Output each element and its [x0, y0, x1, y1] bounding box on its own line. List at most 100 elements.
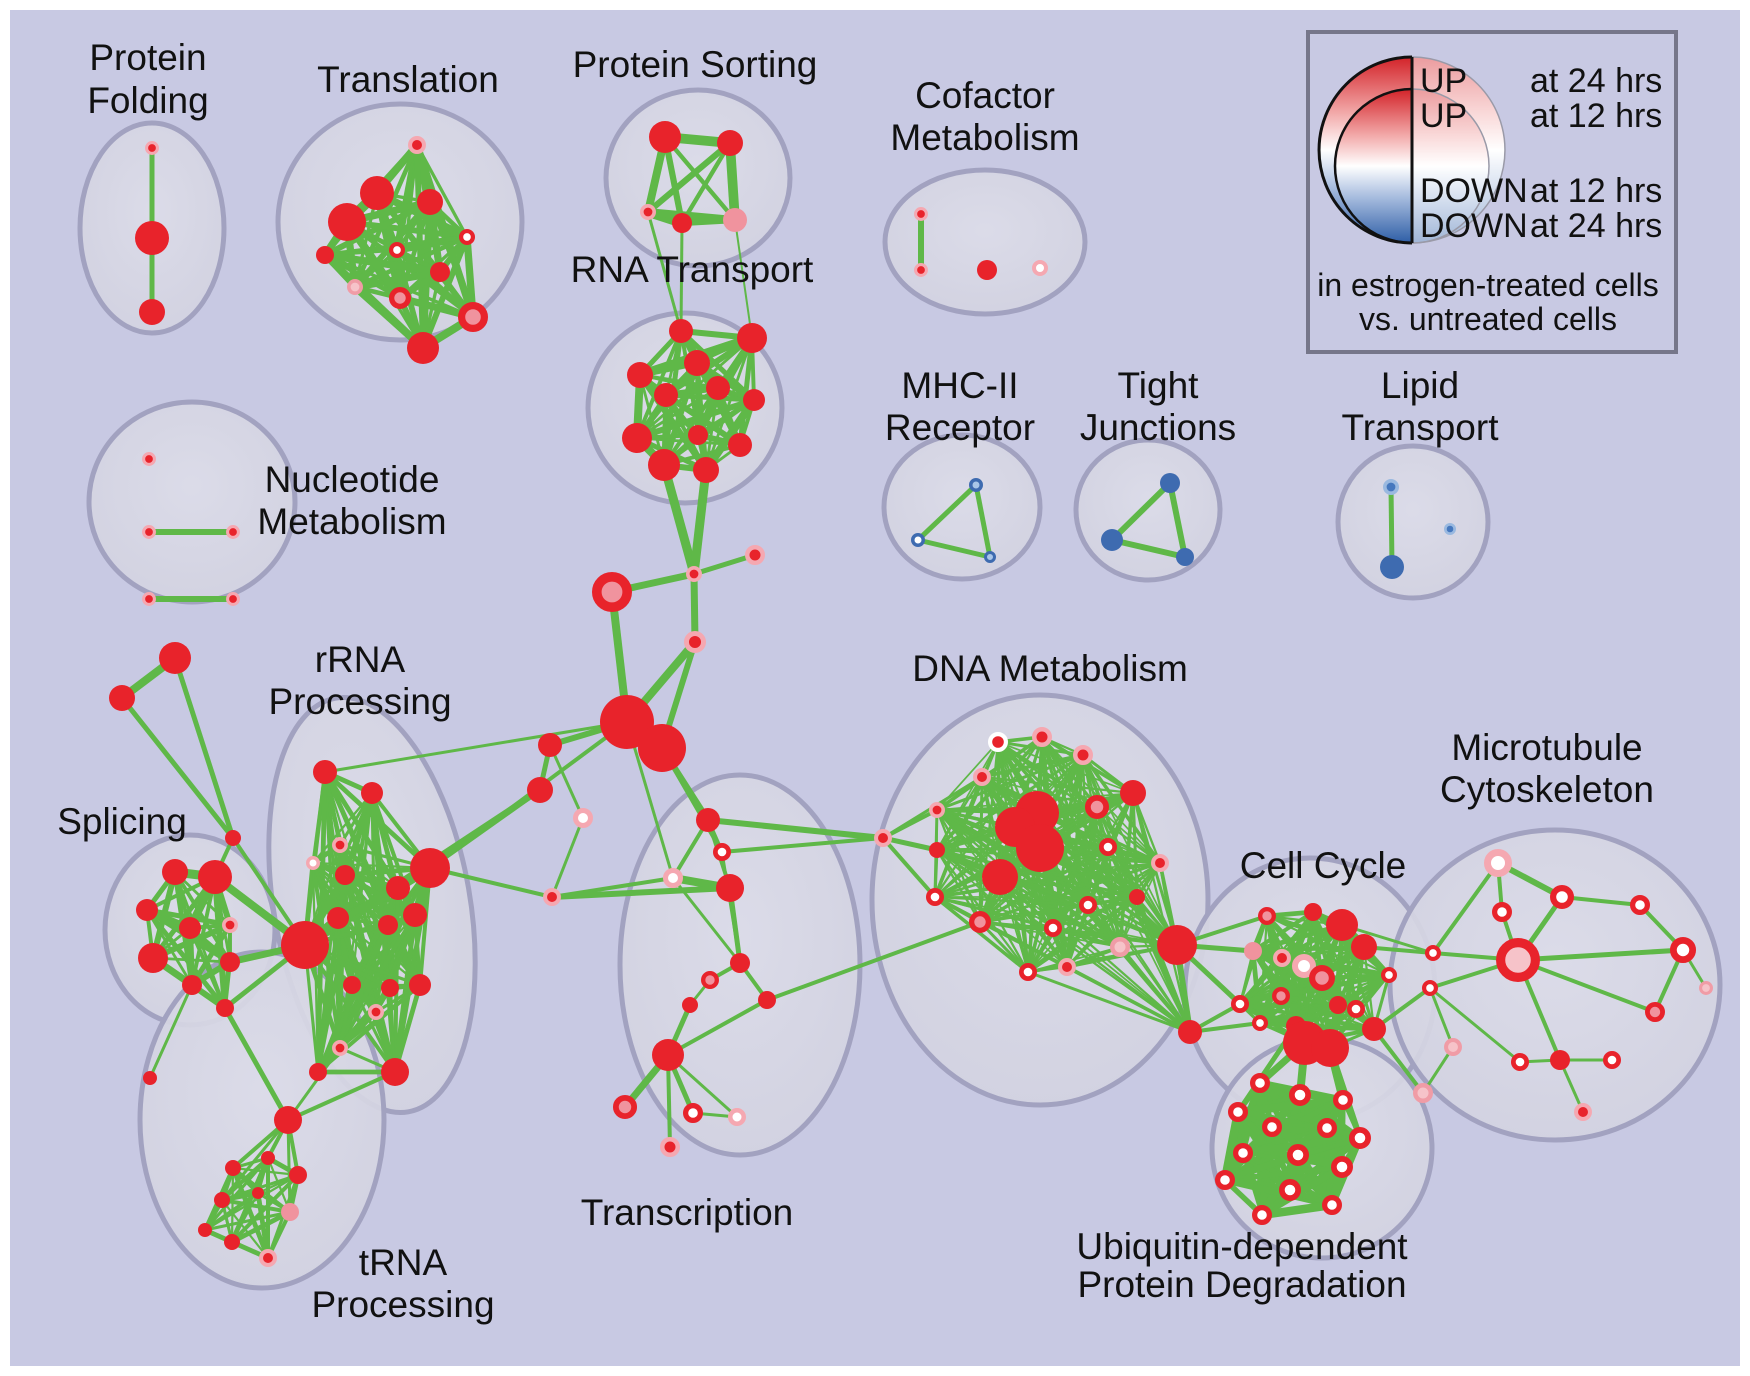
- gene-node: [573, 808, 593, 828]
- cluster-label-protein-sorting: Protein Sorting: [573, 44, 818, 85]
- network-edge: [917, 537, 991, 560]
- network-edge: [625, 721, 675, 879]
- legend-glyph-inner-right-outline: [1411, 88, 1490, 244]
- cluster-ellipse-lipid-transport: [1335, 443, 1491, 601]
- network-edge: [1279, 911, 1315, 997]
- gene-node: [1380, 555, 1404, 579]
- network-edge: [1223, 1151, 1300, 1184]
- gene-node: [914, 263, 928, 277]
- gene-node: [1362, 1017, 1386, 1041]
- network-edge: [1135, 896, 1192, 1033]
- gene-node: [688, 425, 708, 445]
- gene-node: [1326, 909, 1358, 941]
- network-edge: [315, 923, 391, 1074]
- gene-node: [1244, 942, 1262, 960]
- network-edge: [646, 211, 683, 332]
- network-edge: [1388, 486, 1395, 568]
- gene-node: [430, 262, 450, 282]
- gene-node: [1287, 1144, 1309, 1166]
- gene-node: [136, 899, 158, 921]
- gene-node: [737, 323, 767, 353]
- cluster-label-cofactor-metabolism: Metabolism: [890, 117, 1079, 158]
- network-edge: [916, 483, 978, 542]
- gene-node: [346, 278, 363, 295]
- gene-node: [1249, 1072, 1270, 1093]
- gene-node: [408, 136, 426, 154]
- gene-node: [1058, 958, 1076, 976]
- gene-node: [914, 207, 928, 221]
- gene-node: [361, 782, 383, 804]
- gene-node: [706, 376, 730, 400]
- gene-node: [1289, 1084, 1311, 1106]
- gene-node: [225, 830, 241, 846]
- gene-node: [669, 319, 693, 343]
- gene-node: [1227, 1101, 1248, 1122]
- network-edge: [1131, 792, 1139, 898]
- gene-node: [1292, 954, 1316, 978]
- network-edge: [663, 135, 737, 222]
- legend-glyph-inner-left-outline: [1333, 87, 1413, 245]
- gene-node: [977, 260, 997, 280]
- gene-node: [1101, 529, 1123, 551]
- gene-node: [1645, 1002, 1666, 1023]
- network-edge: [312, 792, 373, 864]
- gene-node: [1273, 949, 1291, 967]
- gene-node: [925, 887, 945, 907]
- gene-node: [1380, 966, 1398, 984]
- cluster-ellipse-tight-junctions: [1073, 437, 1223, 583]
- cluster-label-tight-junctions: Tight: [1118, 365, 1200, 406]
- network-edge: [1238, 950, 1255, 1005]
- gene-node: [252, 1187, 264, 1199]
- legend-time-label: at 24 hrs: [1530, 207, 1662, 245]
- gene-node: [648, 449, 680, 481]
- cluster-label-mhc-ii-receptor: Receptor: [885, 407, 1035, 448]
- network-edge: [190, 876, 217, 986]
- gene-node: [745, 545, 765, 565]
- gene-node: [159, 642, 191, 674]
- gene-node: [1484, 849, 1512, 877]
- gene-node: [281, 921, 329, 969]
- cluster-label-nucleotide-metabolism: Nucleotide: [265, 459, 440, 500]
- network-edge: [550, 817, 585, 898]
- gene-node: [281, 1203, 299, 1221]
- network-edge: [936, 753, 1084, 812]
- gene-node: [1550, 1050, 1570, 1070]
- network-edge: [1311, 910, 1391, 977]
- gene-node: [274, 1106, 302, 1134]
- gene-node: [652, 1039, 684, 1071]
- gene-node: [313, 760, 337, 784]
- gene-node: [693, 457, 719, 483]
- gene-node: [982, 859, 1018, 895]
- gene-node: [198, 860, 232, 894]
- network-edge: [1119, 946, 1191, 1033]
- gene-node: [654, 383, 678, 407]
- gene-node: [1332, 1089, 1353, 1110]
- gene-node: [600, 695, 654, 749]
- network-edge: [172, 657, 236, 839]
- gene-node: [716, 874, 744, 902]
- network-edge: [881, 836, 937, 899]
- cluster-label-cofactor-metabolism: Cofactor: [915, 75, 1055, 116]
- cluster-label-lipid-transport: Transport: [1342, 407, 1500, 448]
- network-edge: [690, 573, 699, 643]
- network-edge: [316, 917, 340, 1073]
- gene-node: [410, 848, 450, 888]
- network-edge: [1027, 904, 1089, 973]
- gene-node: [381, 1058, 409, 1086]
- gene-node: [1304, 903, 1322, 921]
- network-edge: [978, 920, 1030, 974]
- gene-node: [1018, 962, 1038, 982]
- legend-state-label: UP: [1420, 62, 1467, 100]
- gene-node: [638, 724, 686, 772]
- network-edge: [1107, 845, 1161, 865]
- gene-node: [179, 917, 201, 939]
- gene-node: [1311, 1029, 1349, 1067]
- gene-node: [360, 176, 394, 210]
- gene-node: [139, 299, 165, 325]
- gene-node: [143, 1071, 157, 1085]
- gene-node: [1510, 1052, 1530, 1072]
- gene-node: [682, 1102, 703, 1123]
- gene-node: [138, 943, 168, 973]
- network-edge: [1561, 895, 1641, 907]
